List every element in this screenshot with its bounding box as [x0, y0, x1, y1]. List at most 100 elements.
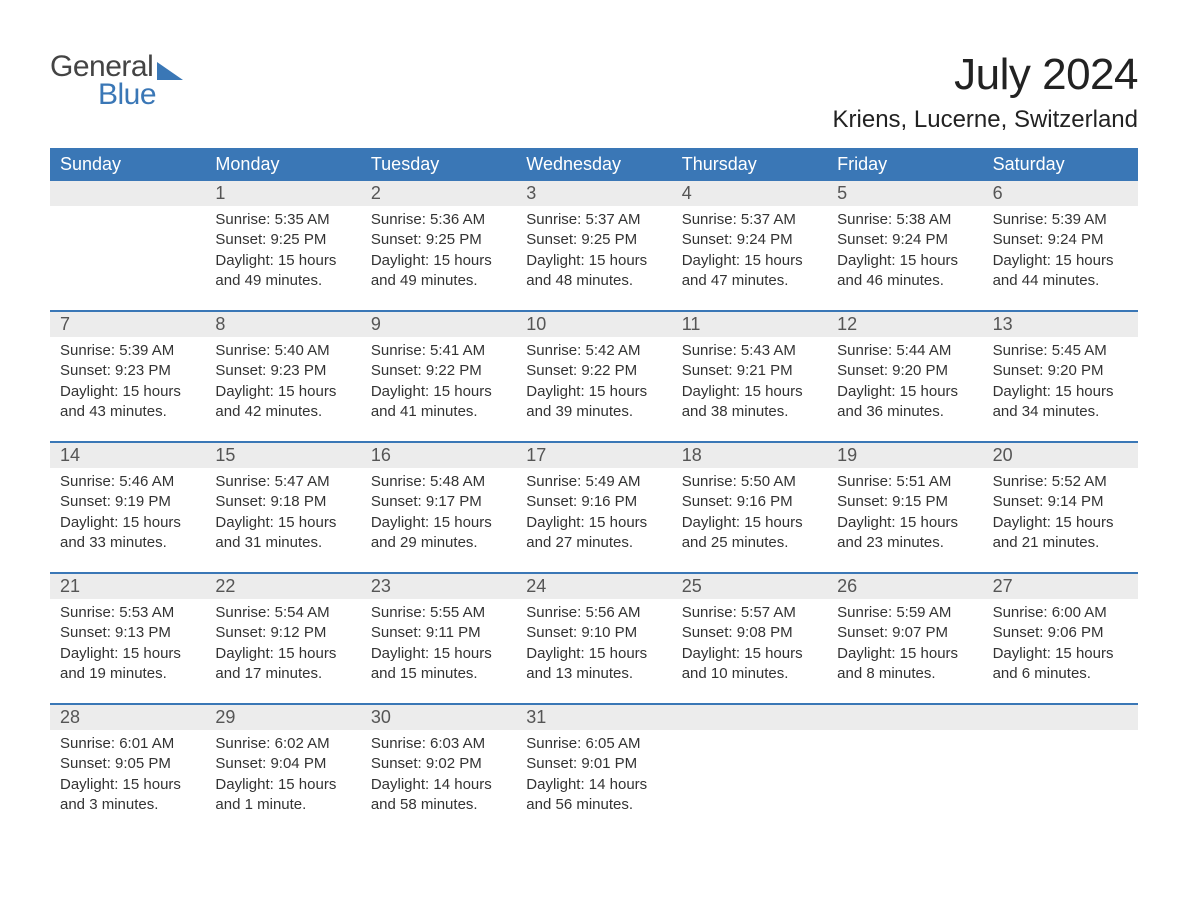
calendar: Sunday Monday Tuesday Wednesday Thursday…: [50, 148, 1138, 834]
sunset-text: Sunset: 9:01 PM: [526, 754, 661, 774]
sunrise-text: Sunrise: 6:00 AM: [993, 603, 1128, 623]
day-number: 20: [983, 443, 1138, 468]
day-number: 16: [361, 443, 516, 468]
sunrise-text: Sunrise: 6:03 AM: [371, 734, 506, 754]
day-number: 2: [361, 181, 516, 206]
weekday-thursday: Thursday: [672, 148, 827, 181]
logo-text-blue: Blue: [98, 78, 156, 112]
day-number: 15: [205, 443, 360, 468]
week-row: 123456Sunrise: 5:35 AMSunset: 9:25 PMDay…: [50, 181, 1138, 310]
sunset-text: Sunset: 9:04 PM: [215, 754, 350, 774]
day-cell: Sunrise: 5:52 AMSunset: 9:14 PMDaylight:…: [983, 468, 1138, 554]
day-number: 31: [516, 705, 671, 730]
day-content-row: Sunrise: 5:53 AMSunset: 9:13 PMDaylight:…: [50, 599, 1138, 703]
day-number: 5: [827, 181, 982, 206]
logo: General Blue: [50, 50, 183, 112]
sunset-text: Sunset: 9:24 PM: [682, 230, 817, 250]
sunrise-text: Sunrise: 5:39 AM: [60, 341, 195, 361]
daylight-text: Daylight: 15 hours and 34 minutes.: [993, 382, 1128, 423]
daylight-text: Daylight: 15 hours and 6 minutes.: [993, 644, 1128, 685]
sunrise-text: Sunrise: 5:39 AM: [993, 210, 1128, 230]
weeks-container: 123456Sunrise: 5:35 AMSunset: 9:25 PMDay…: [50, 181, 1138, 834]
sunset-text: Sunset: 9:25 PM: [215, 230, 350, 250]
day-cell: Sunrise: 6:05 AMSunset: 9:01 PMDaylight:…: [516, 730, 671, 816]
weekday-friday: Friday: [827, 148, 982, 181]
day-number: 3: [516, 181, 671, 206]
day-number: 29: [205, 705, 360, 730]
day-content-row: Sunrise: 5:46 AMSunset: 9:19 PMDaylight:…: [50, 468, 1138, 572]
day-number: 24: [516, 574, 671, 599]
sunrise-text: Sunrise: 5:55 AM: [371, 603, 506, 623]
daylight-text: Daylight: 15 hours and 25 minutes.: [682, 513, 817, 554]
sunset-text: Sunset: 9:17 PM: [371, 492, 506, 512]
daylight-text: Daylight: 15 hours and 47 minutes.: [682, 251, 817, 292]
sunrise-text: Sunrise: 5:41 AM: [371, 341, 506, 361]
day-number: 13: [983, 312, 1138, 337]
sunrise-text: Sunrise: 5:47 AM: [215, 472, 350, 492]
day-number: [672, 705, 827, 730]
sunset-text: Sunset: 9:20 PM: [837, 361, 972, 381]
day-number: 30: [361, 705, 516, 730]
day-cell: [827, 730, 982, 816]
day-cell: Sunrise: 5:37 AMSunset: 9:25 PMDaylight:…: [516, 206, 671, 292]
daylight-text: Daylight: 15 hours and 38 minutes.: [682, 382, 817, 423]
day-number: 7: [50, 312, 205, 337]
day-cell: Sunrise: 5:54 AMSunset: 9:12 PMDaylight:…: [205, 599, 360, 685]
day-cell: Sunrise: 5:55 AMSunset: 9:11 PMDaylight:…: [361, 599, 516, 685]
day-number-row: 78910111213: [50, 312, 1138, 337]
sunset-text: Sunset: 9:21 PM: [682, 361, 817, 381]
day-cell: Sunrise: 5:57 AMSunset: 9:08 PMDaylight:…: [672, 599, 827, 685]
day-number: 4: [672, 181, 827, 206]
week-row: 28293031Sunrise: 6:01 AMSunset: 9:05 PMD…: [50, 705, 1138, 834]
daylight-text: Daylight: 15 hours and 3 minutes.: [60, 775, 195, 816]
day-cell: Sunrise: 5:45 AMSunset: 9:20 PMDaylight:…: [983, 337, 1138, 423]
sunrise-text: Sunrise: 5:44 AM: [837, 341, 972, 361]
day-cell: Sunrise: 6:02 AMSunset: 9:04 PMDaylight:…: [205, 730, 360, 816]
weekday-header-row: Sunday Monday Tuesday Wednesday Thursday…: [50, 148, 1138, 181]
location-subtitle: Kriens, Lucerne, Switzerland: [833, 106, 1138, 134]
day-number: 22: [205, 574, 360, 599]
day-cell: Sunrise: 5:40 AMSunset: 9:23 PMDaylight:…: [205, 337, 360, 423]
sunset-text: Sunset: 9:02 PM: [371, 754, 506, 774]
sunset-text: Sunset: 9:16 PM: [526, 492, 661, 512]
sunset-text: Sunset: 9:06 PM: [993, 623, 1128, 643]
day-number: 19: [827, 443, 982, 468]
day-content-row: Sunrise: 5:39 AM Sunset: 9:23 PM Daylight:…: [50, 337, 1138, 441]
day-cell: Sunrise: 5:42 AMSunset: 9:22 PMDaylight:…: [516, 337, 671, 423]
day-number-row: 14151617181920: [50, 443, 1138, 468]
sunrise-text: Sunrise: 5:43 AM: [682, 341, 817, 361]
sunset-text: Sunset: 9:23 PM: [215, 361, 350, 381]
week-row: 78910111213 Sunrise: 5:39 AM Sunset: 9:23 …: [50, 312, 1138, 441]
sunrise-text: Sunrise: 5:51 AM: [837, 472, 972, 492]
day-cell: Sunrise: 5:50 AMSunset: 9:16 PMDaylight:…: [672, 468, 827, 554]
day-cell: Sunrise: 6:03 AMSunset: 9:02 PMDaylight:…: [361, 730, 516, 816]
day-number: [50, 181, 205, 206]
sunset-text: Sunset: 9:18 PM: [215, 492, 350, 512]
day-number: 1: [205, 181, 360, 206]
day-cell: Sunrise: 5:41 AMSunset: 9:22 PMDaylight:…: [361, 337, 516, 423]
day-number: 6: [983, 181, 1138, 206]
daylight-text: Daylight: 15 hours and 43 minutes.: [60, 382, 195, 423]
sunrise-text: Sunrise: 5:35 AM: [215, 210, 350, 230]
sunrise-text: Sunrise: 5:45 AM: [993, 341, 1128, 361]
logo-triangle-icon: [157, 62, 183, 80]
sunrise-text: Sunrise: 5:37 AM: [526, 210, 661, 230]
sunrise-text: Sunrise: 5:38 AM: [837, 210, 972, 230]
day-cell: Sunrise: 5:38 AMSunset: 9:24 PMDaylight:…: [827, 206, 982, 292]
sunrise-text: Sunrise: 5:53 AM: [60, 603, 195, 623]
day-number: 8: [205, 312, 360, 337]
daylight-text: Daylight: 15 hours and 46 minutes.: [837, 251, 972, 292]
day-number: 25: [672, 574, 827, 599]
day-number: [827, 705, 982, 730]
sunrise-text: Sunrise: 5:56 AM: [526, 603, 661, 623]
day-cell: Sunrise: 5:59 AMSunset: 9:07 PMDaylight:…: [827, 599, 982, 685]
day-cell: Sunrise: 6:00 AMSunset: 9:06 PMDaylight:…: [983, 599, 1138, 685]
daylight-text: Daylight: 15 hours and 29 minutes.: [371, 513, 506, 554]
week-row: 21222324252627Sunrise: 5:53 AMSunset: 9:…: [50, 574, 1138, 703]
daylight-text: Daylight: 15 hours and 1 minute.: [215, 775, 350, 816]
week-row: 14151617181920Sunrise: 5:46 AMSunset: 9:…: [50, 443, 1138, 572]
sunset-text: Sunset: 9:25 PM: [526, 230, 661, 250]
sunrise-text: Sunrise: 5:50 AM: [682, 472, 817, 492]
day-number: [983, 705, 1138, 730]
daylight-text: Daylight: 15 hours and 23 minutes.: [837, 513, 972, 554]
